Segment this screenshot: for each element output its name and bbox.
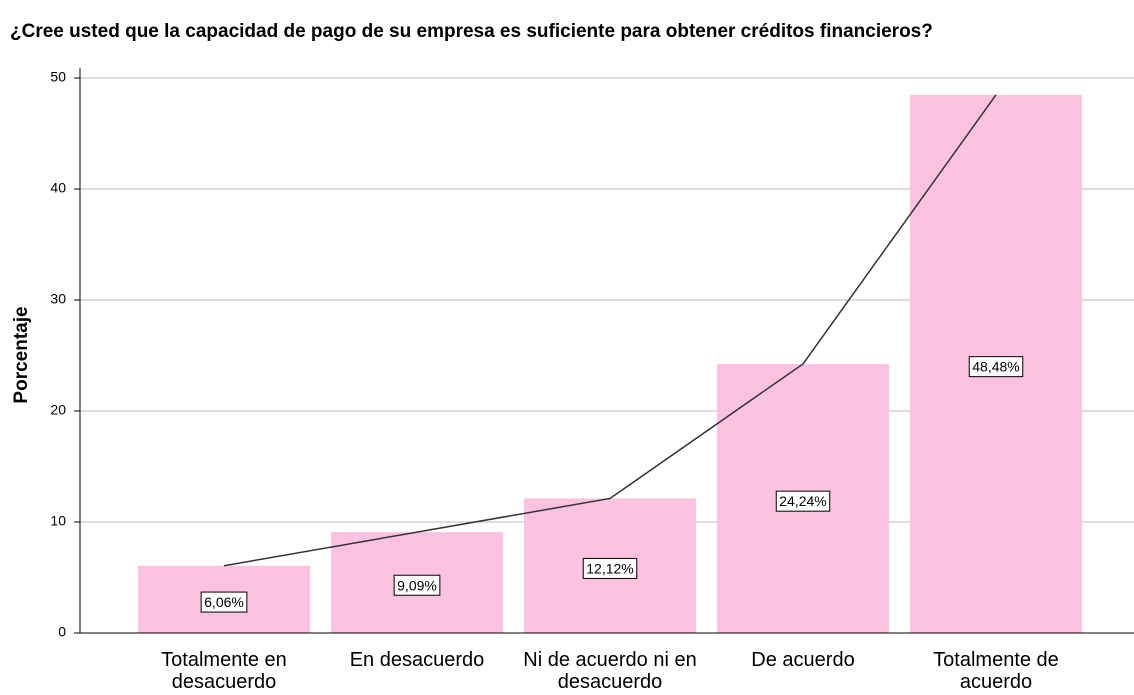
value-label: 48,48% xyxy=(972,359,1019,375)
value-label-box xyxy=(775,490,831,512)
value-label-box xyxy=(968,356,1024,378)
value-label-box xyxy=(393,574,441,596)
x-tick-label: Totalmente en desacuerdo xyxy=(161,649,287,693)
value-label: 6,06% xyxy=(204,594,244,610)
x-tick-label: De acuerdo xyxy=(751,649,855,671)
value-label-box xyxy=(582,557,638,579)
x-tick-label: Totalmente de acuerdo xyxy=(933,649,1059,693)
x-tick-label: En desacuerdo xyxy=(349,649,485,671)
y-tick-label: 0 xyxy=(58,624,66,640)
value-label-box xyxy=(200,591,248,613)
value-label: 12,12% xyxy=(586,560,633,576)
y-tick-label: 50 xyxy=(50,69,66,85)
value-label: 24,24% xyxy=(779,493,826,509)
y-tick-label: 10 xyxy=(50,513,66,529)
line xyxy=(223,94,997,567)
value-label: 9,09% xyxy=(397,577,437,593)
y-tick-label: 40 xyxy=(50,180,66,196)
y-tick-label: 30 xyxy=(50,291,66,307)
chart-title: ¿Cree usted que la capacidad de pago de … xyxy=(10,21,933,42)
y-axis-label: Porcentaje xyxy=(11,306,32,403)
x-tick-label: Ni de acuerdo ni en desacuerdo xyxy=(523,649,697,693)
y-tick-label: 20 xyxy=(50,402,66,418)
